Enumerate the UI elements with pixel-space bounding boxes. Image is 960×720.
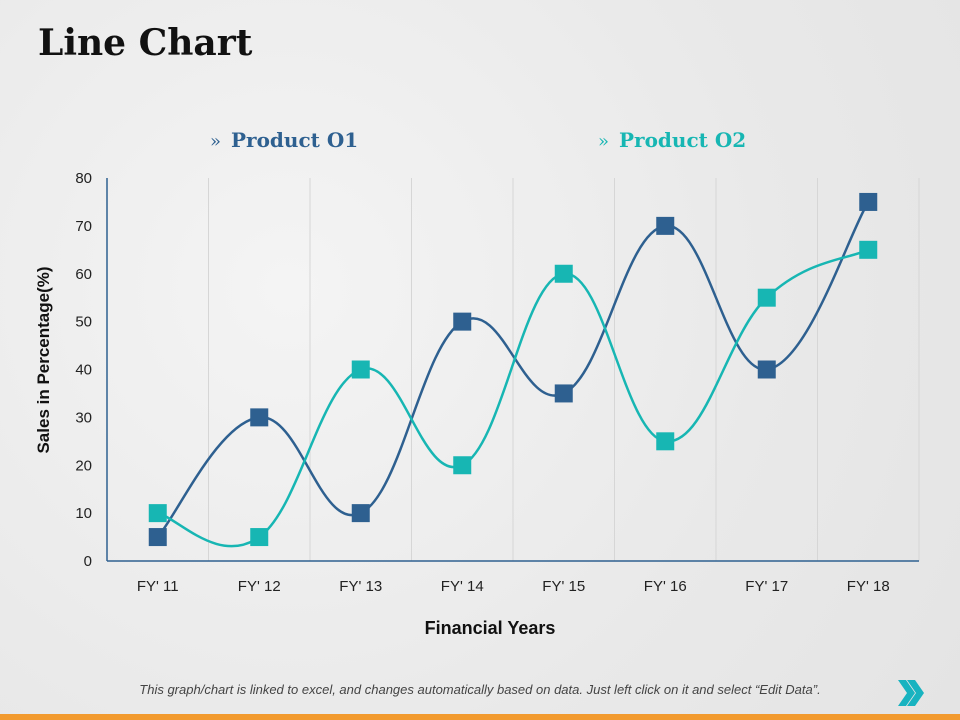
x-tick-label: FY' 15 bbox=[542, 578, 585, 595]
y-tick-label: 20 bbox=[75, 457, 92, 474]
y-tick-label: 70 bbox=[75, 218, 92, 235]
data-point-product-o2 bbox=[351, 360, 370, 379]
grid-layer bbox=[208, 178, 920, 561]
y-tick-label: 40 bbox=[75, 362, 92, 379]
bottom-accent-bar bbox=[0, 714, 960, 720]
data-point-product-o1 bbox=[148, 528, 167, 547]
data-point-product-o1 bbox=[757, 360, 776, 379]
chevron-icon: » bbox=[598, 131, 610, 152]
data-point-product-o2 bbox=[453, 456, 472, 475]
x-axis-title: Financial Years bbox=[425, 618, 556, 638]
page-title: Line Chart bbox=[38, 22, 253, 64]
x-tick-label: FY' 14 bbox=[441, 578, 484, 595]
chevron-icon: » bbox=[210, 131, 222, 152]
legend-item-product-o1: » Product O1 bbox=[210, 128, 358, 152]
y-tick-label: 0 bbox=[84, 553, 92, 570]
data-point-product-o2 bbox=[859, 240, 878, 259]
data-point-product-o2 bbox=[656, 432, 675, 451]
data-point-product-o2 bbox=[250, 528, 269, 547]
axis-layer: 0 10 20 30 40 50 60 70 80 FY' 11 FY' 12 FY' 13 FY' 1… bbox=[75, 170, 919, 595]
y-tick-label: 80 bbox=[75, 170, 92, 187]
data-point-product-o1 bbox=[351, 504, 370, 523]
y-axis-title: Sales in Percentage(%) bbox=[34, 266, 53, 453]
y-tick-label: 60 bbox=[75, 266, 92, 283]
data-point-product-o1 bbox=[453, 312, 472, 331]
data-point-product-o1 bbox=[250, 408, 269, 427]
series-line-product-o2 bbox=[157, 248, 869, 548]
series-line-product-o1 bbox=[156, 201, 870, 538]
x-tick-label: FY' 18 bbox=[847, 578, 890, 595]
x-tick-label: FY' 12 bbox=[238, 578, 281, 595]
series-layer bbox=[148, 192, 878, 548]
data-point-product-o1 bbox=[554, 384, 573, 403]
data-point-product-o2 bbox=[148, 504, 167, 523]
y-tick-label: 50 bbox=[75, 314, 92, 331]
y-tick-label: 30 bbox=[75, 409, 92, 426]
x-tick-label: FY' 16 bbox=[644, 578, 687, 595]
x-tick-label: FY' 13 bbox=[339, 578, 382, 595]
x-tick-label: FY' 17 bbox=[745, 578, 788, 595]
data-point-product-o1 bbox=[859, 192, 878, 211]
legend-item-product-o2: » Product O2 bbox=[598, 128, 746, 152]
double-chevron-right-icon[interactable] bbox=[896, 678, 924, 708]
y-tick-label: 10 bbox=[75, 505, 92, 522]
legend-label-product-o2: Product O2 bbox=[619, 128, 747, 152]
data-point-product-o2 bbox=[757, 288, 776, 307]
legend-label-product-o1: Product O1 bbox=[231, 128, 359, 152]
footer-note: This graph/chart is linked to excel, and… bbox=[139, 682, 821, 697]
x-tick-label: FY' 11 bbox=[137, 578, 179, 595]
data-point-product-o1 bbox=[656, 216, 675, 235]
data-point-product-o2 bbox=[554, 264, 573, 283]
